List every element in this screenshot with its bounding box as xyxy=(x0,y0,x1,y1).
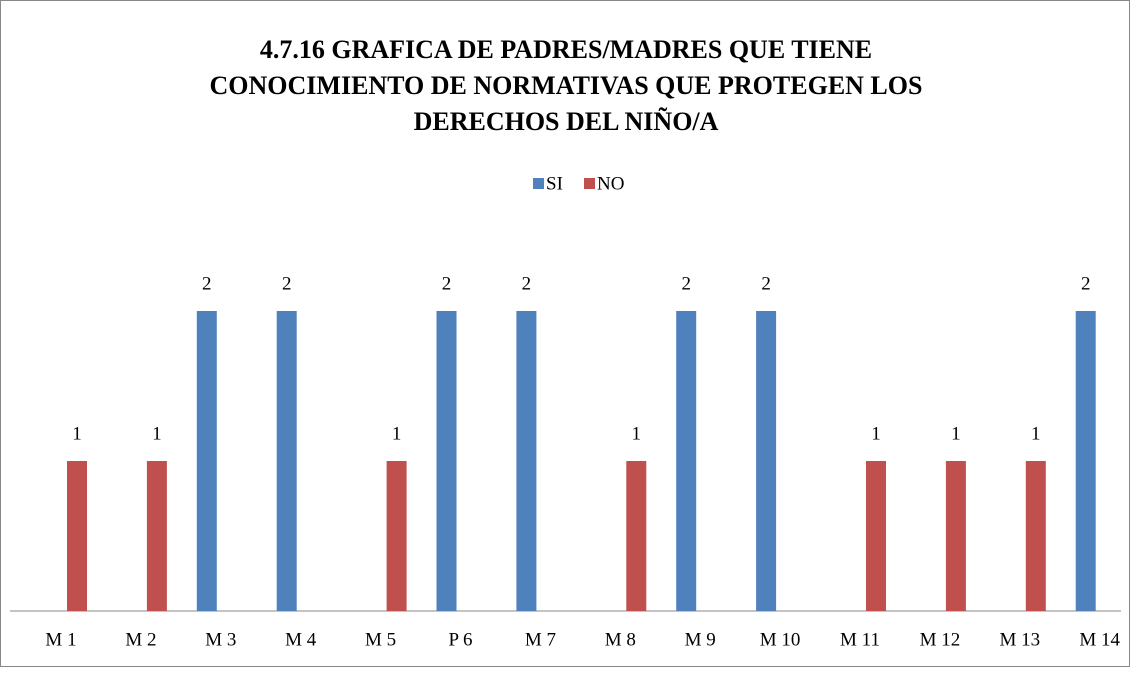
bar xyxy=(866,461,886,611)
x-tick-label: M 9 xyxy=(685,629,716,650)
bar xyxy=(146,461,167,611)
chart-title: DERECHOS DEL NIÑO/A xyxy=(414,107,719,136)
data-label: 1 xyxy=(72,423,82,444)
bar xyxy=(756,311,777,611)
bar xyxy=(386,461,407,611)
x-tick-label: M 1 xyxy=(45,629,76,650)
data-label: 2 xyxy=(202,273,212,294)
x-tick-label: M 12 xyxy=(920,629,961,650)
x-tick-label: M 5 xyxy=(365,629,396,650)
data-label: 1 xyxy=(152,423,162,444)
data-label: 2 xyxy=(761,273,771,294)
data-label: 2 xyxy=(282,273,292,294)
bar xyxy=(196,311,217,611)
legend-swatch xyxy=(584,178,595,189)
x-tick-label: M 7 xyxy=(525,629,556,650)
bar xyxy=(516,311,537,611)
data-label: 1 xyxy=(1031,423,1041,444)
data-label: 1 xyxy=(951,423,961,444)
data-label: 2 xyxy=(1081,273,1091,294)
legend-label: SI xyxy=(546,173,563,194)
data-label: 2 xyxy=(681,273,691,294)
bar xyxy=(1075,311,1096,611)
x-tick-label: P 6 xyxy=(448,629,472,650)
legend-label: NO xyxy=(597,173,624,194)
bar xyxy=(1025,461,1046,611)
data-label: 2 xyxy=(442,273,452,294)
bar xyxy=(67,461,87,611)
data-label: 1 xyxy=(392,423,402,444)
x-tick-label: M 13 xyxy=(999,629,1040,650)
x-tick-label: M 8 xyxy=(605,629,636,650)
x-tick-label: M 3 xyxy=(205,629,236,650)
x-tick-label: M 11 xyxy=(840,629,880,650)
legend-swatch xyxy=(533,178,544,189)
bar xyxy=(676,311,697,611)
bar xyxy=(945,461,966,611)
chart-title: CONOCIMIENTO DE NORMATIVAS QUE PROTEGEN … xyxy=(210,71,923,100)
x-tick-label: M 10 xyxy=(760,629,801,650)
data-label: 2 xyxy=(522,273,532,294)
chart-title: 4.7.16 GRAFICA DE PADRES/MADRES QUE TIEN… xyxy=(260,35,872,64)
x-tick-label: M 2 xyxy=(125,629,156,650)
bar xyxy=(276,311,297,611)
x-tick-label: M 14 xyxy=(1079,629,1120,650)
bar xyxy=(626,461,647,611)
data-label: 1 xyxy=(632,423,642,444)
data-label: 1 xyxy=(871,423,881,444)
bar xyxy=(436,311,457,611)
x-tick-label: M 4 xyxy=(285,629,317,650)
